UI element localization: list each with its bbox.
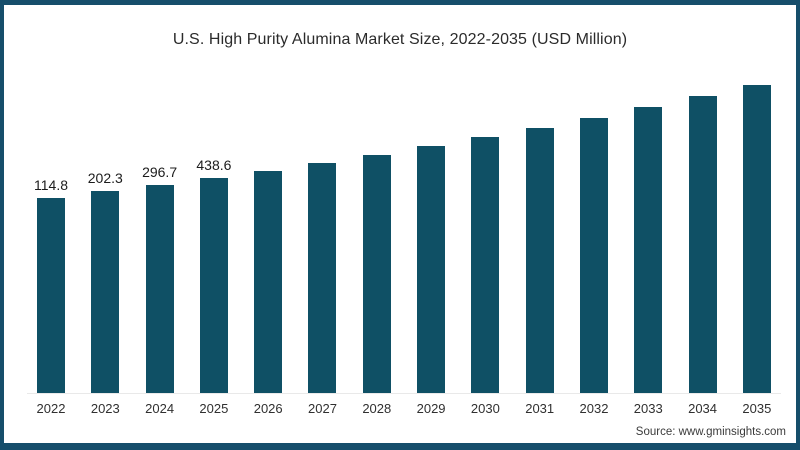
- bar-2028: 2028: [362, 155, 391, 416]
- year-label: 2024: [145, 401, 175, 416]
- year-label: 2023: [90, 401, 120, 416]
- year-label: 2032: [579, 401, 609, 416]
- bar-2022: 114.8 2022: [34, 177, 68, 416]
- bar-2032: 2032: [580, 118, 608, 416]
- bar-2027: 2027: [308, 163, 337, 416]
- year-label: 2035: [742, 401, 772, 416]
- bar-2026: 2026: [254, 171, 283, 416]
- bar-2024: 296.7 2024: [142, 164, 177, 416]
- year-label: 2034: [688, 401, 718, 416]
- bar-2025: 438.6 2025: [196, 157, 231, 416]
- year-label: 2029: [416, 401, 446, 416]
- year-label: 2031: [525, 401, 555, 416]
- bar-2031: 2031: [525, 128, 554, 416]
- year-label: 2025: [199, 401, 229, 416]
- year-label: 2027: [308, 401, 337, 416]
- year-label: 2028: [362, 401, 392, 416]
- value-label: 296.7: [142, 164, 178, 180]
- year-label: 2033: [633, 401, 663, 416]
- bar-2023: 202.3 2023: [88, 170, 123, 416]
- bar-2034: 2034: [688, 96, 717, 416]
- source-label: Source: www.gminsights.com: [635, 426, 786, 438]
- value-label: 114.8: [34, 177, 68, 193]
- year-label: 2030: [470, 401, 500, 416]
- year-label: 2026: [253, 401, 283, 416]
- bars-container: 114.8 2022 202.3 2023 296.7 2024 438.6 2025 2026…: [27, 53, 781, 416]
- bar-2029: 2029: [417, 146, 446, 416]
- value-label: 438.6: [196, 157, 232, 173]
- chart-title: U.S. High Purity Alumina Market Size, 20…: [172, 31, 628, 48]
- bar-2030: 2030: [471, 137, 500, 416]
- year-label: 2022: [36, 401, 66, 416]
- bar-2033: 2033: [634, 107, 663, 416]
- bar-2035: 2035: [742, 85, 771, 416]
- value-label: 202.3: [87, 170, 123, 186]
